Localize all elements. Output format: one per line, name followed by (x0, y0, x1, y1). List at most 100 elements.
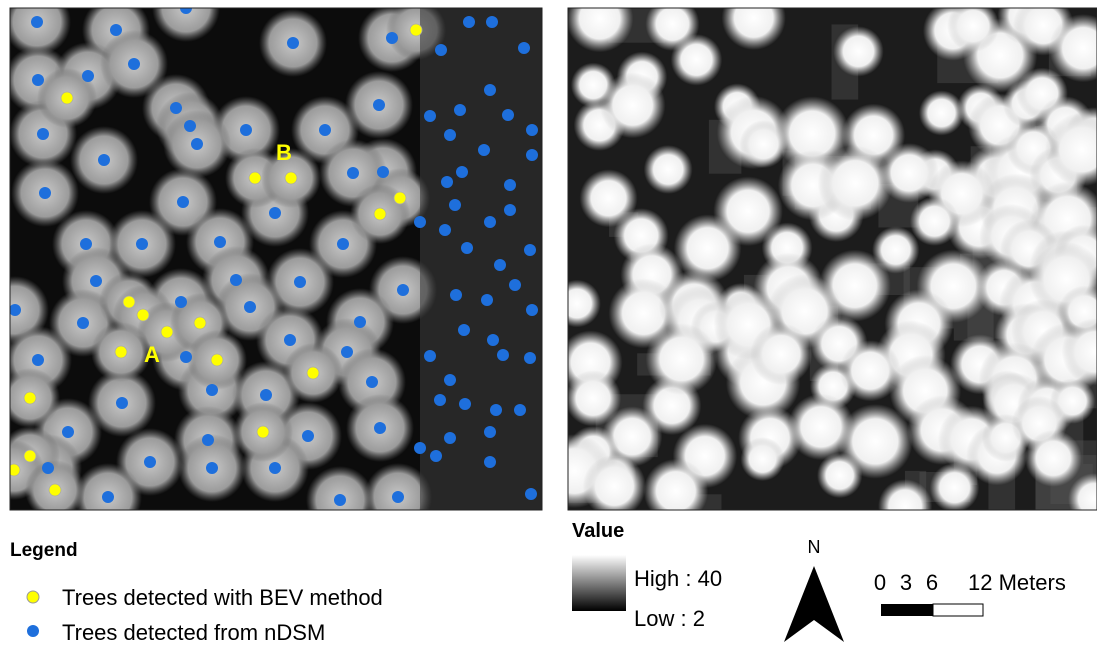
scale-bar (933, 604, 983, 616)
tree-nDSM (444, 374, 456, 386)
tree-nDSM (302, 430, 314, 442)
tree-nDSM (334, 494, 346, 506)
tree-nDSM (490, 404, 502, 416)
tree-nDSM (39, 187, 51, 199)
tree-BEV (211, 354, 223, 366)
scale-bar (881, 604, 933, 616)
tree-nDSM (191, 138, 203, 150)
site-label: B (276, 140, 292, 165)
tree-nDSM (497, 349, 509, 361)
tree-nDSM (32, 74, 44, 86)
tree-BEV (394, 192, 406, 204)
tree-nDSM (175, 296, 187, 308)
tree-BEV (137, 309, 149, 321)
tree-nDSM (526, 149, 538, 161)
tree-nDSM (341, 346, 353, 358)
tree-nDSM (487, 334, 499, 346)
legend-swatch (27, 625, 39, 637)
tree-nDSM (484, 84, 496, 96)
tree-BEV (115, 346, 127, 358)
canopy (600, 73, 666, 139)
tree-nDSM (486, 16, 498, 28)
tree-nDSM (206, 462, 218, 474)
tree-nDSM (102, 491, 114, 503)
tree-BEV (123, 296, 135, 308)
tree-nDSM (459, 398, 471, 410)
canopy (646, 323, 718, 395)
tree-nDSM (518, 42, 530, 54)
tree-nDSM (424, 110, 436, 122)
canopy (553, 280, 601, 328)
tree-nDSM (206, 384, 218, 396)
canopy (840, 340, 901, 401)
tree-nDSM (170, 102, 182, 114)
tree-nDSM (354, 316, 366, 328)
tree-nDSM (430, 450, 442, 462)
tree-nDSM (526, 124, 538, 136)
canopy (740, 437, 784, 481)
tree-nDSM (449, 199, 461, 211)
figure: B A Legend Trees detected with BEV metho… (0, 0, 1097, 648)
canopy (671, 34, 723, 86)
tree-BEV (374, 208, 386, 220)
tree-nDSM (62, 426, 74, 438)
tree-nDSM (424, 350, 436, 362)
scale-label: 6 (926, 570, 938, 595)
tree-nDSM (128, 58, 140, 70)
tree-nDSM (269, 462, 281, 474)
tree-nDSM (136, 238, 148, 250)
tree-nDSM (110, 24, 122, 36)
tree-nDSM (481, 294, 493, 306)
tree-nDSM (463, 16, 475, 28)
canopy (565, 370, 621, 426)
tree-nDSM (240, 124, 252, 136)
tree-nDSM (526, 304, 538, 316)
tree-BEV (24, 392, 36, 404)
tree-nDSM (9, 304, 21, 316)
tree-nDSM (90, 275, 102, 287)
canopy (644, 459, 709, 524)
tree-nDSM (347, 167, 359, 179)
tree-nDSM (287, 37, 299, 49)
scale-label: 3 (900, 570, 912, 595)
dense-stand (420, 8, 542, 510)
north-label: N (808, 537, 821, 557)
tree-nDSM (37, 128, 49, 140)
legend-title: Legend (10, 540, 78, 561)
tree-nDSM (42, 462, 54, 474)
tree-nDSM (484, 216, 496, 228)
tree-nDSM (116, 397, 128, 409)
canopy (919, 90, 964, 135)
tree-nDSM (386, 32, 398, 44)
tree-BEV (24, 450, 36, 462)
value-ramp (572, 555, 626, 611)
tree-nDSM (524, 352, 536, 364)
site-label: A (144, 342, 160, 367)
tree-nDSM (504, 179, 516, 191)
tree-nDSM (509, 279, 521, 291)
value-high: High : 40 (634, 566, 722, 591)
tree-nDSM (444, 129, 456, 141)
tree-BEV (249, 172, 261, 184)
canopy (1025, 430, 1082, 487)
tree-BEV (307, 367, 319, 379)
tree-nDSM (478, 144, 490, 156)
tree-nDSM (454, 104, 466, 116)
scale-label: 12 Meters (968, 570, 1066, 595)
canopy (750, 323, 812, 385)
tree-nDSM (450, 289, 462, 301)
tree-nDSM (458, 324, 470, 336)
scale-label: 0 (874, 570, 886, 595)
tree-nDSM (514, 404, 526, 416)
tree-nDSM (366, 376, 378, 388)
tree-nDSM (434, 394, 446, 406)
tree-nDSM (77, 317, 89, 329)
tree-nDSM (184, 120, 196, 132)
tree-nDSM (260, 389, 272, 401)
north-arrow (784, 566, 844, 642)
tree-BEV (257, 426, 269, 438)
canopy (740, 120, 788, 168)
tree-nDSM (435, 44, 447, 56)
tree-nDSM (414, 442, 426, 454)
tree-nDSM (441, 176, 453, 188)
